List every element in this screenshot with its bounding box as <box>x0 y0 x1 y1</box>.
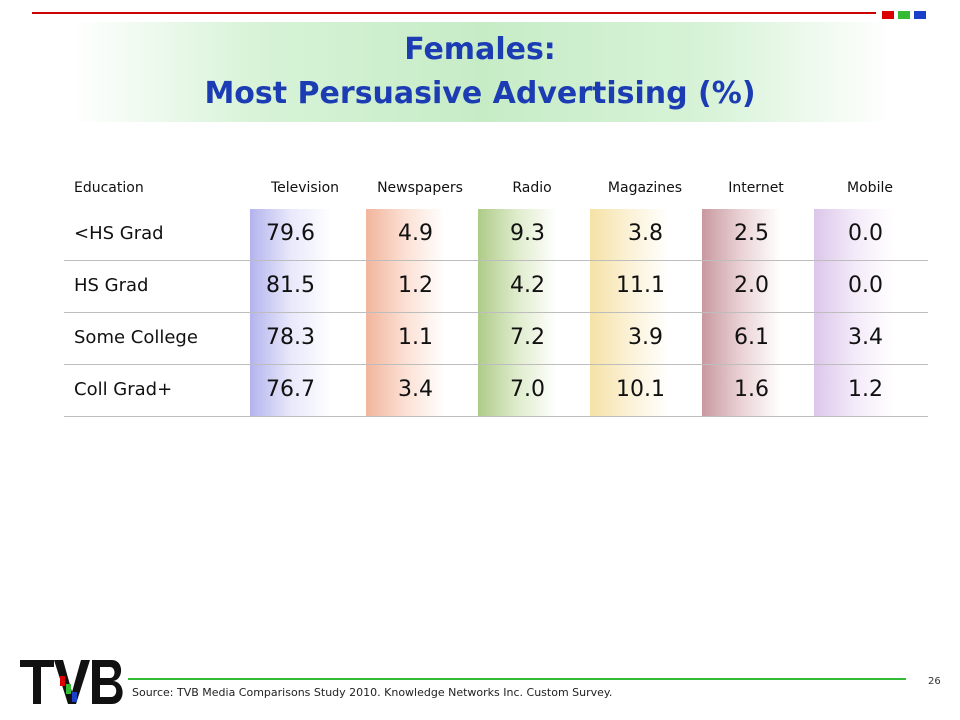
cell-magazines: 11.1 <box>590 261 702 312</box>
value: 3.4 <box>848 325 883 350</box>
table-row: <HS Grad 79.6 4.9 9.3 3.8 2.5 0.0 <box>64 209 928 261</box>
blue-square-icon <box>914 11 926 19</box>
value: 1.1 <box>398 325 433 350</box>
value: 7.0 <box>510 377 545 402</box>
value: 0.0 <box>848 221 883 246</box>
table-row: Coll Grad+ 76.7 3.4 7.0 10.1 1.6 1.2 <box>64 365 928 417</box>
value: 3.8 <box>628 221 663 246</box>
row-header: Education <box>74 180 144 196</box>
cell-radio: 4.2 <box>478 261 590 312</box>
column-header-magazines: Magazines <box>607 180 683 196</box>
value: 10.1 <box>616 377 665 402</box>
value: 4.9 <box>398 221 433 246</box>
value: 3.4 <box>398 377 433 402</box>
cell-radio: 7.2 <box>478 313 590 364</box>
value: 3.9 <box>628 325 663 350</box>
row-divider <box>64 416 928 417</box>
value: 78.3 <box>266 325 315 350</box>
cell-newspapers: 1.1 <box>366 313 478 364</box>
cell-television: 76.7 <box>250 365 366 416</box>
cell-magazines: 3.9 <box>590 313 702 364</box>
cell-newspapers: 4.9 <box>366 209 478 260</box>
column-header-mobile: Mobile <box>847 180 893 196</box>
column-header-internet: Internet <box>728 180 784 196</box>
row-divider <box>64 312 928 313</box>
value: 7.2 <box>510 325 545 350</box>
column-header-television: Television <box>270 180 340 196</box>
cell-mobile: 0.0 <box>814 209 928 260</box>
row-label: <HS Grad <box>74 223 164 244</box>
row-label: Coll Grad+ <box>74 379 173 400</box>
value: 11.1 <box>616 273 665 298</box>
column-header-radio: Radio <box>512 180 552 196</box>
value: 1.6 <box>734 377 769 402</box>
cell-television: 81.5 <box>250 261 366 312</box>
red-square-icon <box>882 11 894 19</box>
value: 79.6 <box>266 221 315 246</box>
value: 76.7 <box>266 377 315 402</box>
value: 81.5 <box>266 273 315 298</box>
title-line-1: Females: <box>404 32 556 67</box>
footer-rule <box>128 678 906 680</box>
value: 2.0 <box>734 273 769 298</box>
title-background <box>72 22 892 122</box>
cell-magazines: 3.8 <box>590 209 702 260</box>
value: 6.1 <box>734 325 769 350</box>
column-header-newspapers: Newspapers <box>377 180 463 196</box>
row-label: HS Grad <box>74 275 149 296</box>
cell-internet: 6.1 <box>702 313 814 364</box>
value: 1.2 <box>848 377 883 402</box>
row-divider <box>64 364 928 365</box>
source-note: Source: TVB Media Comparisons Study 2010… <box>132 686 613 699</box>
cell-television: 78.3 <box>250 313 366 364</box>
tvb-logo-icon <box>18 656 128 708</box>
cell-mobile: 0.0 <box>814 261 928 312</box>
green-square-icon <box>898 11 910 19</box>
cell-internet: 2.5 <box>702 209 814 260</box>
cell-radio: 9.3 <box>478 209 590 260</box>
cell-mobile: 1.2 <box>814 365 928 416</box>
value: 2.5 <box>734 221 769 246</box>
value: 1.2 <box>398 273 433 298</box>
cell-television: 79.6 <box>250 209 366 260</box>
value: 4.2 <box>510 273 545 298</box>
table-row: Some College 78.3 1.1 7.2 3.9 6.1 3.4 <box>64 313 928 365</box>
top-rule <box>32 12 876 14</box>
cell-newspapers: 1.2 <box>366 261 478 312</box>
cell-radio: 7.0 <box>478 365 590 416</box>
title-line-2: Most Persuasive Advertising (%) <box>204 76 756 111</box>
row-label: Some College <box>74 327 198 348</box>
page-number: 26 <box>928 676 941 687</box>
cell-magazines: 10.1 <box>590 365 702 416</box>
value: 9.3 <box>510 221 545 246</box>
row-divider <box>64 260 928 261</box>
cell-internet: 1.6 <box>702 365 814 416</box>
cell-internet: 2.0 <box>702 261 814 312</box>
value: 0.0 <box>848 273 883 298</box>
table-row: HS Grad 81.5 1.2 4.2 11.1 2.0 0.0 <box>64 261 928 313</box>
cell-mobile: 3.4 <box>814 313 928 364</box>
cell-newspapers: 3.4 <box>366 365 478 416</box>
